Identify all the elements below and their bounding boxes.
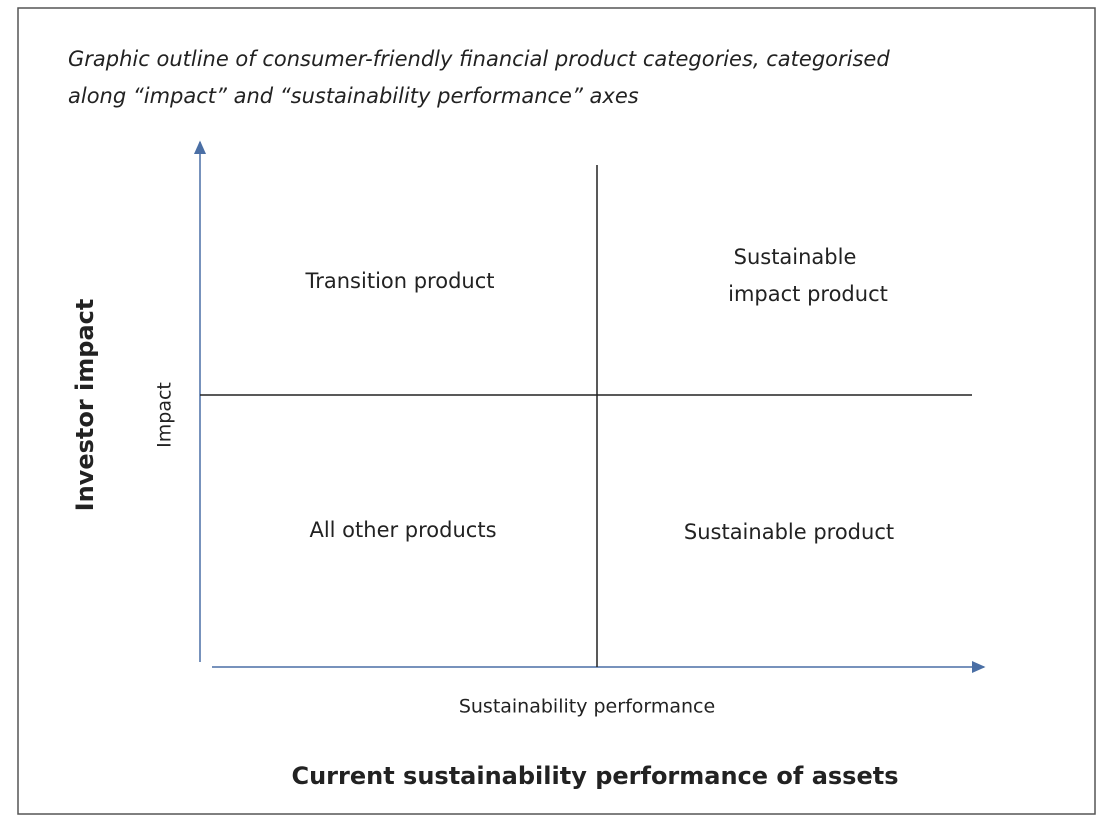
quadrant-label: Sustainable xyxy=(734,245,857,269)
y-axis-label: Impact xyxy=(154,382,176,448)
frame xyxy=(17,7,1096,815)
quadrant-label: impact product xyxy=(728,282,888,306)
quadrant-label: Transition product xyxy=(305,269,495,293)
y-axis-title: Investor impact xyxy=(71,299,99,512)
quadrant-label: All other products xyxy=(309,518,496,542)
title-line: Graphic outline of consumer-friendly fin… xyxy=(68,47,890,71)
title-line: along “impact” and “sustainability perfo… xyxy=(68,84,639,108)
x-axis-label: Sustainability performance xyxy=(459,696,715,718)
quadrant-label: Sustainable product xyxy=(684,520,894,544)
x-axis-title: Current sustainability performance of as… xyxy=(291,762,898,790)
